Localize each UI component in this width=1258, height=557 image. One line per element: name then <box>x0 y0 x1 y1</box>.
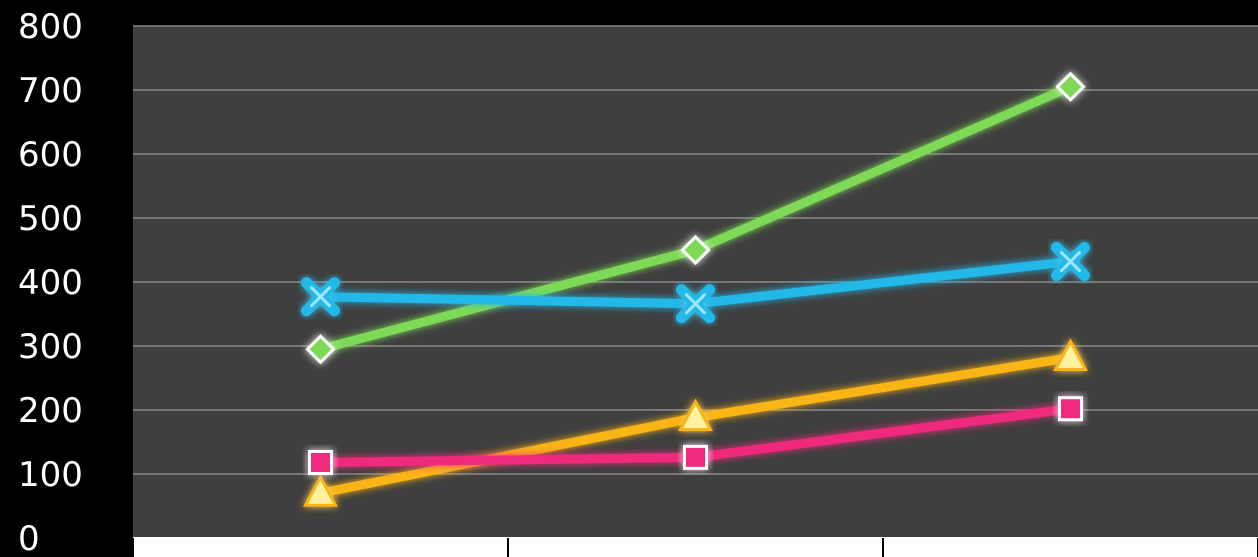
y-tick-label: 600 <box>18 135 83 175</box>
series-group <box>301 71 1090 507</box>
data-point <box>305 334 336 365</box>
data-point <box>1058 396 1083 422</box>
data-point <box>683 444 708 470</box>
y-tick-label: 200 <box>18 391 83 431</box>
x-axis-band <box>133 538 1258 557</box>
data-point <box>680 234 711 266</box>
data-point <box>1051 242 1090 282</box>
y-tick-label: 800 <box>18 7 83 47</box>
data-point <box>1055 71 1086 102</box>
x-axis <box>132 537 1258 557</box>
y-tick-label: 300 <box>18 327 83 367</box>
data-point <box>301 277 340 317</box>
y-tick-label: 100 <box>18 455 83 495</box>
data-point <box>308 449 333 475</box>
data-point <box>676 284 715 324</box>
y-axis: 0 100 200 300 400 500 600 700 800 <box>18 7 83 557</box>
y-tick-label: 400 <box>18 263 83 303</box>
y-tick-label: 700 <box>18 71 83 111</box>
data-point <box>677 398 714 432</box>
data-point <box>1052 338 1089 372</box>
y-tick-label: 0 <box>18 519 40 557</box>
y-tick-label: 500 <box>18 199 83 239</box>
data-point <box>302 474 339 507</box>
